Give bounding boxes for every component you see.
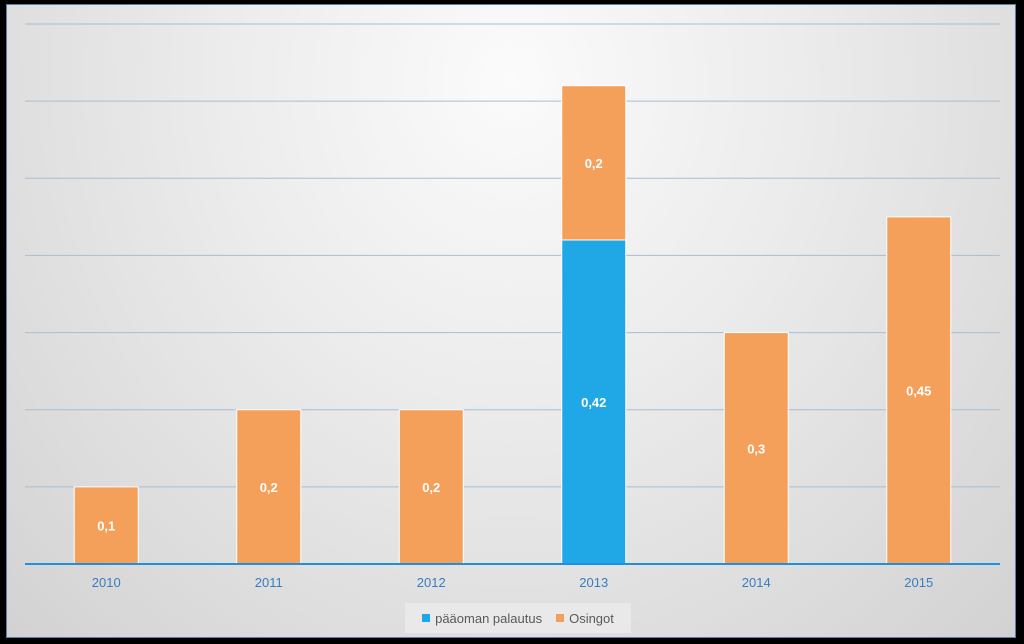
- bar-2013-paaoman-palautus: [561, 239, 627, 565]
- legend: pääoman palautus Osingot: [405, 603, 631, 633]
- x-tick-labels: 2010 2011 2012 2013 2014 2015: [92, 575, 933, 590]
- x-tick-label-2015: 2015: [904, 575, 933, 590]
- x-tick-label-2011: 2011: [255, 575, 283, 590]
- data-labels: 0,1 0,2 0,2 0,42 0,2 0,3 0,45: [97, 156, 931, 534]
- legend-item-osingot: Osingot: [556, 611, 614, 626]
- legend-swatch-osingot: [556, 614, 565, 622]
- bar-2014-osingot: [723, 332, 789, 565]
- data-label-2014-osingot: 0,3: [747, 441, 765, 456]
- bar-chart: 0,1 0,2 0,2 0,42 0,2 0,3 0,45 2010 2011 2012 2013…: [25, 23, 1000, 590]
- chart-frame: 0,1 0,2 0,2 0,42 0,2 0,3 0,45 2010 2011 2012 2013…: [6, 4, 1016, 638]
- data-label-2010-osingot: 0,1: [97, 518, 115, 533]
- legend-label-paaoman-palautus: pääoman palautus: [435, 610, 543, 626]
- bar-2015-osingot: [886, 216, 952, 565]
- legend-item-paaoman-palautus: pääoman palautus: [422, 611, 542, 626]
- data-label-2015-osingot: 0,45: [906, 383, 931, 398]
- legend-label-osingot: Osingot: [569, 610, 614, 626]
- data-label-2013-paaoman-palautus: 0,42: [581, 395, 606, 410]
- data-label-2012-osingot: 0,2: [422, 480, 440, 495]
- bar-2012-osingot: [398, 409, 464, 565]
- x-tick-label-2013: 2013: [579, 575, 608, 590]
- bars: [73, 85, 952, 565]
- data-label-2013-osingot: 0,2: [585, 156, 603, 171]
- x-tick-label-2012: 2012: [417, 575, 446, 590]
- data-label-2011-osingot: 0,2: [260, 480, 278, 495]
- gridlines: [25, 23, 1000, 488]
- x-tick-label-2010: 2010: [92, 575, 121, 590]
- bar-2011-osingot: [236, 409, 302, 565]
- legend-swatch-paaoman-palautus: [422, 614, 431, 622]
- bar-2013-osingot: [561, 85, 627, 241]
- x-tick-label-2014: 2014: [742, 575, 771, 590]
